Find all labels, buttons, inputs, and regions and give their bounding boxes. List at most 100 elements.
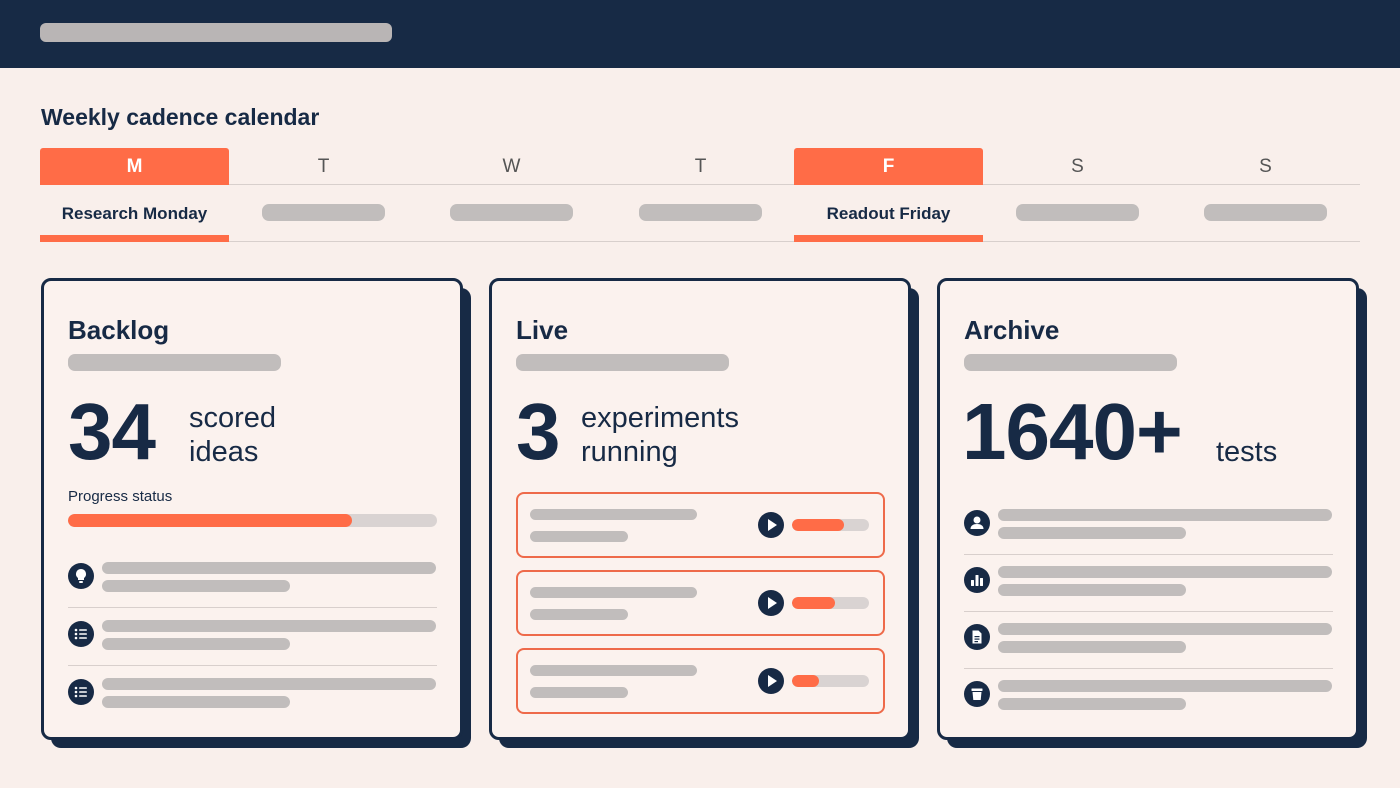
day-label-placeholder [1016,204,1139,221]
item-subtitle-placeholder [998,527,1186,539]
item-title-placeholder [102,620,436,632]
backlog-card: Backlog 34 scored ideas Progress status [41,278,463,740]
bar-chart-icon [964,567,990,593]
lightbulb-icon [68,563,94,589]
trash-icon [964,681,990,707]
backlog-count: 34 [68,387,156,476]
calendar-day-tuesday[interactable]: T [229,148,418,243]
item-subtitle-placeholder [102,638,290,650]
experiment-title-placeholder [530,665,697,676]
progress-label: Progress status [68,488,173,505]
item-title-placeholder [998,680,1332,692]
progress-bar [68,514,437,527]
card-subtitle-placeholder [68,354,281,371]
day-letter: F [794,148,983,185]
weekly-calendar: M Research Monday T W T F Readout Friday… [40,148,1360,243]
item-divider [964,611,1333,612]
archive-caption: tests [1216,436,1278,468]
calendar-day-sunday[interactable]: S [1171,148,1360,243]
list-item[interactable] [964,674,1333,732]
top-bar [0,0,1400,68]
day-label-placeholder [1204,204,1327,221]
user-icon [964,510,990,536]
list-item[interactable] [964,503,1333,561]
calendar-day-thursday[interactable]: T [606,148,795,243]
calendar-day-wednesday[interactable]: W [417,148,606,243]
item-subtitle-placeholder [102,696,290,708]
item-title-placeholder [998,509,1332,521]
list-item[interactable] [68,672,437,730]
item-subtitle-placeholder [998,641,1186,653]
item-title-placeholder [998,566,1332,578]
calendar-day-saturday[interactable]: S [983,148,1172,243]
item-title-placeholder [102,562,436,574]
list-item[interactable] [964,560,1333,618]
caption-line: ideas [189,436,259,468]
card-title: Live [516,315,569,345]
experiment-progress-bar [792,675,869,687]
day-letter: S [1071,156,1084,177]
play-icon[interactable] [758,668,784,694]
calendar-day-monday[interactable]: M Research Monday [40,148,229,243]
day-label: Readout Friday [826,204,951,223]
live-caption: experiments running [581,401,739,469]
day-letter: T [694,156,707,177]
day-active-underline [40,235,229,242]
calendar-title: Weekly cadence calendar [41,104,320,130]
day-letter: S [1259,156,1272,177]
backlog-caption: scored ideas [189,401,276,469]
experiment-progress-fill [792,597,836,609]
card-title: Backlog [68,315,170,345]
experiment-subtitle-placeholder [530,609,628,620]
item-subtitle-placeholder [998,698,1186,710]
item-divider [964,554,1333,555]
experiment-progress-fill [792,675,819,687]
caption-line: experiments [581,402,739,434]
item-divider [68,665,437,666]
calendar-header-divider [40,184,1360,185]
experiment-subtitle-placeholder [530,687,628,698]
card-subtitle-placeholder [964,354,1177,371]
item-divider [68,607,437,608]
day-active-underline [794,235,983,242]
day-letter: W [502,156,521,177]
progress-fill [68,514,353,527]
experiment-progress-bar [792,519,869,531]
experiment-row[interactable] [516,570,885,636]
archive-count: 1640+ [962,387,1183,476]
day-letter: T [317,156,330,177]
list-item[interactable] [68,556,437,614]
caption-line: running [581,436,678,468]
item-divider [964,668,1333,669]
day-label-placeholder [262,204,385,221]
experiment-subtitle-placeholder [530,531,628,542]
item-title-placeholder [998,623,1332,635]
item-subtitle-placeholder [102,580,290,592]
day-label-placeholder [450,204,573,221]
caption-line: scored [189,402,277,434]
day-label-placeholder [639,204,762,221]
list-item[interactable] [964,617,1333,675]
day-label: Research Monday [61,204,208,223]
calendar-bottom-divider [40,241,1360,242]
calendar-day-friday[interactable]: F Readout Friday [794,148,983,243]
document-icon [964,624,990,650]
list-icon [68,621,94,647]
experiment-row[interactable] [516,648,885,714]
experiment-progress-fill [792,519,845,531]
experiment-title-placeholder [530,587,697,598]
list-icon [68,679,94,705]
play-icon[interactable] [758,590,784,616]
live-count: 3 [516,387,560,476]
card-title: Archive [964,315,1060,345]
item-title-placeholder [102,678,436,690]
experiment-title-placeholder [530,509,697,520]
list-item[interactable] [68,614,437,672]
item-subtitle-placeholder [998,584,1186,596]
experiment-progress-bar [792,597,869,609]
card-subtitle-placeholder [516,354,729,371]
experiment-row[interactable] [516,492,885,558]
live-card: Live 3 experiments running [489,278,911,740]
day-letter: M [40,148,229,185]
play-icon[interactable] [758,512,784,538]
